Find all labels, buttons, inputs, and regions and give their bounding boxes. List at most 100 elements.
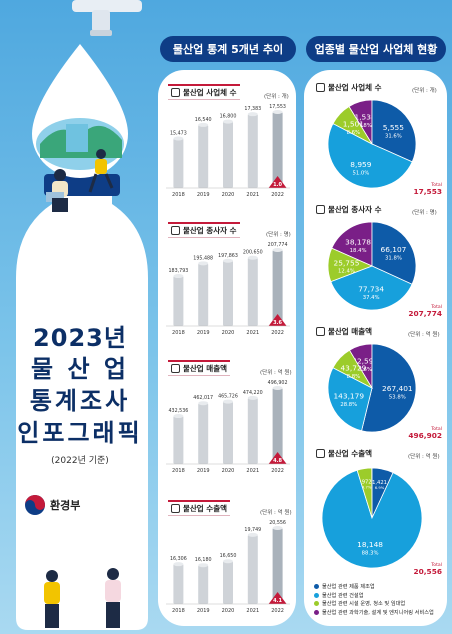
bar-chart-4-unit: (단위 : 억 원): [260, 510, 292, 516]
bar: [247, 114, 258, 188]
pie-chart-4: 150.1%1,4216.9%18,14888.3%9724.7%Total20…: [321, 467, 442, 576]
bar-chart-1-unit: (단위 : 개): [264, 94, 289, 100]
pie-value-label: 972: [362, 479, 372, 485]
pie-total-caption: Total: [430, 426, 442, 432]
pie-chart-3-unit: (단위 : 억 원): [408, 332, 440, 338]
bar: [223, 121, 233, 188]
pie-value-label: 18,148: [357, 540, 383, 549]
pie-value-label: 143,179: [333, 392, 364, 401]
legend-swatch: [314, 584, 319, 589]
ship-icon: [171, 504, 180, 513]
bar-cap: [223, 559, 233, 564]
pie-slice: [327, 247, 374, 283]
x-tick-label: 2020: [222, 192, 235, 198]
bar-value-label: 16,540: [195, 117, 212, 123]
bar: [272, 250, 283, 326]
x-tick-label: 2018: [172, 468, 185, 474]
ministry-name: 환경부: [50, 499, 81, 512]
legend-item: 물산업 관련 제품 제조업: [314, 583, 444, 590]
money-bag-icon: [171, 364, 180, 373]
bar: [198, 263, 209, 326]
bar-cap: [173, 562, 184, 567]
bar: [223, 401, 233, 464]
pie-value-label: 267,401: [382, 384, 413, 393]
x-tick-label: 2021: [246, 608, 259, 614]
bar: [223, 561, 233, 604]
pie-slice: [327, 123, 413, 189]
bar-chart-2-unit: (단위 : 명): [266, 232, 291, 238]
x-tick-label: 2020: [222, 608, 235, 614]
bar: [198, 403, 209, 464]
person-icon: [316, 205, 325, 214]
person-laptop-illustration: [46, 169, 68, 212]
pie-value-label: 1,538: [354, 112, 375, 121]
bar: [198, 565, 209, 604]
pie-pct-label: 8.6%: [347, 130, 361, 136]
pie-total-value: 496,902: [408, 431, 442, 440]
bar: [198, 124, 209, 188]
bar-value-label: 197,863: [218, 253, 238, 259]
pie-pct-label: 8.6%: [358, 367, 372, 373]
x-tick-label: 2019: [197, 468, 210, 474]
ministry-logo: 환경부: [24, 494, 80, 516]
pie-slice: [321, 469, 423, 569]
pie-slice: [356, 467, 373, 519]
bar-cap: [223, 119, 233, 124]
growth-arrow: [268, 592, 287, 604]
title-line-4: 인포그래픽: [17, 419, 143, 447]
bar-cap: [247, 112, 258, 117]
bar-chart-2: 183,793 2018 195,488 2019 197,863 2020 200,650…: [166, 242, 290, 336]
bar-cap: [173, 136, 184, 141]
x-tick-label: 2021: [246, 192, 259, 198]
growth-label: 1.0: [273, 182, 282, 188]
bar-cap: [247, 395, 258, 400]
bar-value-label: 19,749: [244, 527, 261, 533]
pie-chart-4-title: 물산업 수출액: [316, 448, 372, 459]
bar-value-label: 496,902: [268, 380, 288, 386]
pie-pct-label: 31.6%: [385, 133, 402, 139]
bar: [247, 397, 258, 464]
pie-value-label: 66,107: [381, 245, 407, 254]
growth-label: 3.6: [273, 320, 282, 326]
bar-value-label: 15,473: [170, 131, 187, 137]
bar-chart-2-title: 물산업 종사자 수: [168, 222, 240, 238]
bar-cap: [173, 274, 184, 279]
x-tick-label: 2019: [197, 192, 210, 198]
x-tick-label: 2018: [172, 192, 185, 198]
pie-value-label: 1,421: [372, 480, 387, 486]
pie-chart-2-unit: (단위 : 명): [412, 210, 437, 216]
title-line-2: 물 산 업: [31, 355, 129, 383]
pie-pct-label: 12.4%: [338, 269, 355, 275]
bar-value-label: 207,774: [268, 242, 288, 248]
bar-value-label: 195,488: [193, 255, 213, 261]
legend-swatch: [314, 601, 319, 607]
bar-value-label: 20,556: [269, 520, 286, 526]
bar-value-label: 474,220: [243, 390, 263, 396]
bar-value-label: 16,180: [195, 557, 212, 563]
pie-value-label: 8,959: [350, 160, 371, 169]
pie-value-label: 43,729: [340, 363, 366, 372]
pie-pct-label: 8.8%: [358, 123, 372, 129]
taegeuk-icon: [25, 495, 45, 515]
x-tick-label: 2018: [172, 608, 185, 614]
bar-cap: [173, 414, 184, 419]
pie-slice: [371, 221, 417, 285]
pie-legend: 물산업 관련 제품 제조업 물산업 관련 건설업 물산업 관련 시설 운영, 청…: [314, 583, 444, 617]
title-year: 2023년: [33, 324, 127, 352]
bar: [272, 388, 283, 464]
bar-cap: [247, 255, 258, 260]
pie-pct-label: 31.8%: [385, 256, 402, 262]
title-line-3: 통계조사: [29, 387, 131, 415]
legend-item: 물산업 관련 건설업: [314, 592, 444, 599]
bar: [247, 257, 258, 326]
money-bag-icon: [316, 327, 325, 336]
legend-item: 물산업 관련 과학기술, 설계 및 엔지니어링 서비스업: [314, 609, 444, 616]
pie-value-label: 77,734: [358, 285, 384, 294]
growth-arrow: [268, 452, 287, 464]
bar-value-label: 465,726: [218, 394, 238, 400]
x-tick-label: 2019: [197, 330, 210, 336]
bar-cap: [223, 258, 233, 263]
growth-arrow: [268, 176, 287, 188]
